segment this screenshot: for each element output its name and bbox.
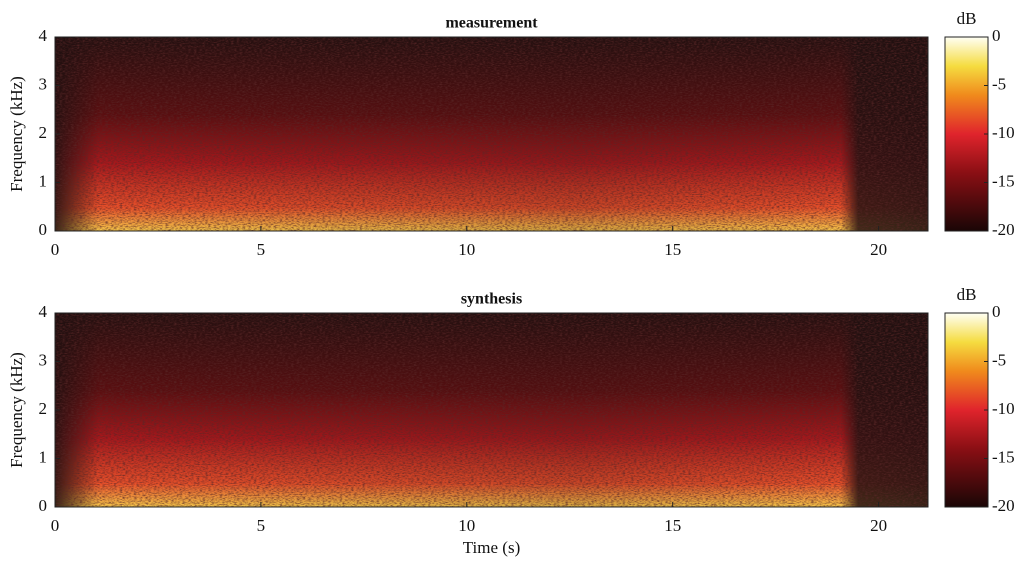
spectrogram-texture — [55, 37, 928, 231]
y-tick-label: 1 — [39, 447, 48, 466]
colorbar-tick-label: -10 — [992, 123, 1015, 142]
colorbar-label: dB — [957, 9, 977, 28]
x-tick-label: 10 — [458, 516, 475, 535]
colorbar-tick-label: -10 — [992, 399, 1015, 418]
colorbar-tick-label: 0 — [992, 302, 1001, 321]
x-tick-label: 5 — [257, 516, 266, 535]
x-tick-label: 20 — [870, 516, 887, 535]
colorbar — [944, 36, 989, 232]
colorbar-tick-label: 0 — [992, 26, 1001, 45]
x-tick-label: 10 — [458, 240, 475, 259]
y-tick-label: 3 — [39, 74, 48, 93]
spectrogram-texture — [55, 313, 928, 507]
y-tick-label: 4 — [39, 302, 48, 321]
colorbar — [944, 312, 989, 508]
y-tick-label: 4 — [39, 26, 48, 45]
colorbar-tick-label: -20 — [992, 496, 1015, 515]
x-tick-label: 5 — [257, 240, 266, 259]
x-tick-label: 20 — [870, 240, 887, 259]
y-tick-label: 1 — [39, 171, 48, 190]
y-tick-label: 2 — [39, 399, 48, 418]
plot-title: measurement — [445, 15, 538, 32]
x-tick-label: 0 — [51, 516, 60, 535]
x-tick-label: 0 — [51, 240, 60, 259]
y-tick-label: 2 — [39, 123, 48, 142]
colorbar-tick-label: -5 — [992, 74, 1006, 93]
colorbar-tick-label: -15 — [992, 447, 1015, 466]
y-tick-label: 3 — [39, 350, 48, 369]
x-tick-label: 15 — [664, 240, 681, 259]
colorbar-tick-label: -5 — [992, 350, 1006, 369]
y-axis-label: Frequency (kHz) — [7, 352, 26, 468]
colorbar-tick-label: -20 — [992, 220, 1015, 239]
colorbar-tick-label: -15 — [992, 171, 1015, 190]
x-axis-label: Time (s) — [463, 538, 520, 557]
x-tick-label: 15 — [664, 516, 681, 535]
plot-title: synthesis — [461, 291, 522, 308]
y-tick-label: 0 — [39, 496, 48, 515]
y-axis-label: Frequency (kHz) — [7, 76, 26, 192]
y-tick-label: 0 — [39, 220, 48, 239]
colorbar-label: dB — [957, 285, 977, 304]
